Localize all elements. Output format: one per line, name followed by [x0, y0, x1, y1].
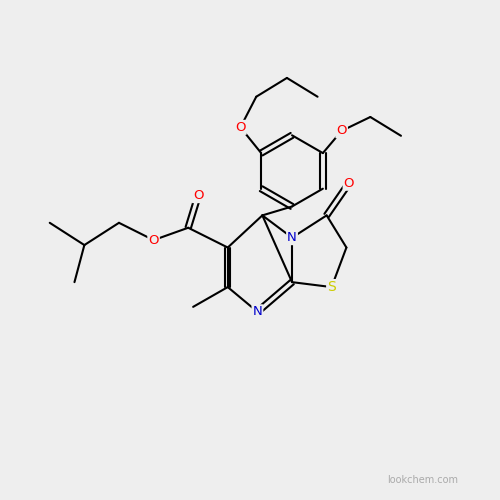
Text: O: O — [148, 234, 159, 246]
Text: N: N — [287, 231, 297, 244]
Text: O: O — [336, 124, 347, 138]
Text: S: S — [327, 280, 336, 294]
Text: O: O — [193, 189, 203, 202]
Text: O: O — [235, 121, 246, 134]
Text: O: O — [344, 177, 354, 190]
Text: lookchem.com: lookchem.com — [388, 475, 458, 485]
Text: N: N — [252, 306, 262, 318]
